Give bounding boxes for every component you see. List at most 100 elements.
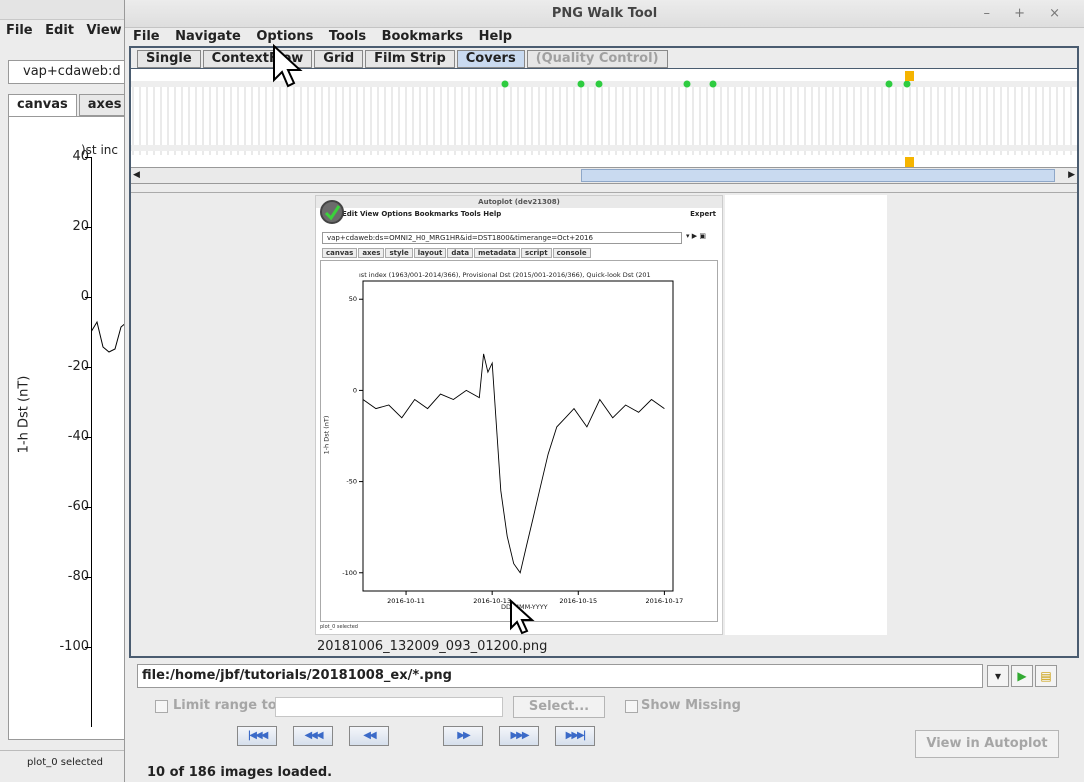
menu-file[interactable]: File bbox=[133, 29, 160, 44]
quality-marker bbox=[885, 80, 893, 88]
menu-help[interactable]: Help bbox=[478, 29, 513, 44]
thumb-menu-options: Options bbox=[381, 210, 413, 218]
covers-thumbnail-strip[interactable] bbox=[131, 68, 1077, 168]
bg-plot-title: )st inc bbox=[81, 143, 118, 157]
background-menubar: File Edit View bbox=[0, 20, 130, 42]
previous-image-button[interactable]: ◀◀ bbox=[349, 726, 389, 746]
thumb-tab-style: style bbox=[385, 248, 413, 258]
plot-frame bbox=[362, 280, 674, 592]
thumb-tab-script: script bbox=[521, 248, 552, 258]
menubar: File Navigate Options Tools Bookmarks He… bbox=[125, 28, 1084, 46]
bg-y-tick-mark bbox=[85, 437, 91, 438]
quality-marker bbox=[683, 80, 691, 88]
thumb-menubar: Edit View Options Bookmarks Tools Help E… bbox=[316, 208, 722, 220]
menu-bookmarks[interactable]: Bookmarks bbox=[381, 29, 464, 44]
bg-y-tick-mark bbox=[85, 297, 91, 298]
tab-film-strip[interactable]: Film Strip bbox=[365, 50, 455, 68]
next-page-button[interactable]: ▶▶▶ bbox=[499, 726, 539, 746]
png-walk-window: PNG Walk Tool – + × File Navigate Option… bbox=[124, 0, 1084, 782]
bg-tab-canvas[interactable]: canvas bbox=[8, 94, 77, 116]
thumb-tab-console: console bbox=[552, 248, 591, 258]
bg-y-axis bbox=[91, 157, 92, 727]
background-uri-field[interactable]: vap+cdaweb:d bbox=[8, 60, 130, 84]
thumbnail-strip-graphic[interactable] bbox=[131, 69, 1077, 168]
bg-menu-view[interactable]: View bbox=[86, 23, 122, 38]
mouse-pointer-icon-2 bbox=[510, 598, 535, 635]
image-viewer[interactable]: Autoplot (dev21308) Edit View Options Bo… bbox=[131, 192, 1077, 656]
thumb-tabs: canvas axes style layout data metadata script c… bbox=[322, 248, 592, 258]
tab-quality-control[interactable]: (Quality Control) bbox=[526, 50, 668, 68]
y-tick-label: -50 bbox=[346, 478, 357, 486]
dst-line-chart: 50 0 -50 -100 2016-10-11 2016-10-13 2016-10-15… bbox=[342, 280, 683, 605]
view-tabs: Single ContextFlow Grid Film Strip Covers (Qu… bbox=[137, 50, 670, 68]
first-image-button[interactable]: |◀◀◀ bbox=[237, 726, 277, 746]
thumb-plot-title: ıst index (1963/001-2014/366), Provision… bbox=[359, 271, 651, 279]
thumb-tab-metadata: metadata bbox=[474, 248, 521, 258]
menu-tools[interactable]: Tools bbox=[328, 29, 367, 44]
bg-status-bar: plot_0 selected bbox=[0, 750, 130, 782]
horizontal-scrollbar[interactable]: ◀ ▶ bbox=[131, 168, 1077, 184]
tab-covers[interactable]: Covers bbox=[456, 50, 525, 68]
checkmark-icon bbox=[320, 200, 344, 224]
current-position-marker bbox=[905, 157, 914, 167]
previous-page-button[interactable]: ◀◀◀ bbox=[293, 726, 333, 746]
strip-top-band bbox=[131, 81, 1077, 87]
window-titlebar: PNG Walk Tool – + × bbox=[125, 0, 1084, 28]
thumb-menu-bookmarks: Bookmarks bbox=[414, 210, 459, 218]
menu-navigate[interactable]: Navigate bbox=[175, 29, 241, 44]
limit-range-checkbox[interactable] bbox=[155, 700, 168, 713]
show-missing-checkbox[interactable] bbox=[625, 700, 638, 713]
scroll-right-icon[interactable]: ▶ bbox=[1068, 170, 1075, 180]
scroll-left-icon[interactable]: ◀ bbox=[133, 170, 140, 180]
thumb-plot-canvas: ıst index (1963/001-2014/366), Provision… bbox=[320, 260, 718, 622]
last-image-button[interactable]: ▶▶▶| bbox=[555, 726, 595, 746]
bg-y-tick-mark bbox=[85, 647, 91, 648]
window-controls[interactable]: – + × bbox=[983, 6, 1070, 21]
thumb-expert: Expert bbox=[690, 210, 716, 218]
thumb-uri-text: vap+cdaweb:ds=OMNI2_H0_MRG1HR&id=DST1800… bbox=[327, 234, 593, 242]
select-button[interactable]: Select... bbox=[513, 696, 605, 718]
quality-marker bbox=[903, 80, 911, 88]
thumb-tab-axes: axes bbox=[358, 248, 385, 258]
y-tick-label: -100 bbox=[342, 569, 357, 577]
x-tick-label: 2016-10-11 bbox=[387, 597, 425, 605]
bg-y-tick-mark bbox=[85, 507, 91, 508]
x-tick-label: 2016-10-17 bbox=[645, 597, 683, 605]
quality-marker bbox=[577, 80, 585, 88]
go-play-icon[interactable]: ▶ bbox=[1011, 665, 1033, 687]
url-text: file:/home/jbf/tutorials/20181008_ex/*.p… bbox=[142, 668, 452, 683]
scrollbar-thumb[interactable] bbox=[581, 169, 1055, 182]
y-tick-label: 0 bbox=[353, 386, 357, 394]
bg-menu-edit[interactable]: Edit bbox=[45, 23, 74, 38]
menu-options[interactable]: Options bbox=[256, 29, 314, 44]
next-image-button[interactable]: ▶▶ bbox=[443, 726, 483, 746]
limit-range-label: Limit range to: bbox=[173, 698, 282, 713]
tab-single[interactable]: Single bbox=[137, 50, 201, 68]
thumb-window-title: Autoplot (dev21308) bbox=[316, 196, 722, 208]
open-folder-icon[interactable]: ▤ bbox=[1035, 665, 1057, 687]
background-plot-canvas[interactable]: )st inc 1-h Dst (nT) 40 20 0 -20 -40 -60 -80 -1… bbox=[8, 116, 131, 740]
show-missing-label: Show Missing bbox=[641, 698, 741, 713]
bg-uri-text: vap+cdaweb:d bbox=[23, 64, 121, 79]
background-tabs: canvas axes bbox=[8, 94, 132, 116]
thumb-title-text: Autoplot (dev21308) bbox=[478, 198, 560, 206]
x-tick-label: 2016-10-15 bbox=[559, 597, 597, 605]
bg-y-tick-mark bbox=[85, 577, 91, 578]
current-position-marker bbox=[905, 71, 914, 81]
dropdown-arrow-icon[interactable]: ▾ bbox=[987, 665, 1009, 687]
viewer-panel: Single ContextFlow Grid Film Strip Covers (Qu… bbox=[129, 46, 1079, 658]
window-title: PNG Walk Tool bbox=[551, 6, 658, 21]
url-field[interactable]: file:/home/jbf/tutorials/20181008_ex/*.p… bbox=[137, 664, 983, 688]
limit-range-field[interactable] bbox=[275, 697, 503, 717]
thumb-menu-view: View bbox=[359, 210, 379, 218]
bg-tab-axes[interactable]: axes bbox=[78, 94, 131, 116]
thumb-tab-layout: layout bbox=[413, 248, 447, 258]
thumb-y-axis-label: 1-h Dst (nT) bbox=[322, 415, 331, 455]
bg-y-tick-label: 40 bbox=[72, 149, 89, 164]
view-in-autoplot-button[interactable]: View in Autoplot bbox=[915, 730, 1059, 758]
tab-grid[interactable]: Grid bbox=[314, 50, 364, 68]
thumbnail-image[interactable]: Autoplot (dev21308) Edit View Options Bo… bbox=[315, 195, 723, 635]
background-autoplot-window: File Edit View vap+cdaweb:d canvas axes )… bbox=[0, 0, 132, 782]
thumb-tab-canvas: canvas bbox=[322, 248, 358, 258]
bg-menu-file[interactable]: File bbox=[6, 23, 33, 38]
